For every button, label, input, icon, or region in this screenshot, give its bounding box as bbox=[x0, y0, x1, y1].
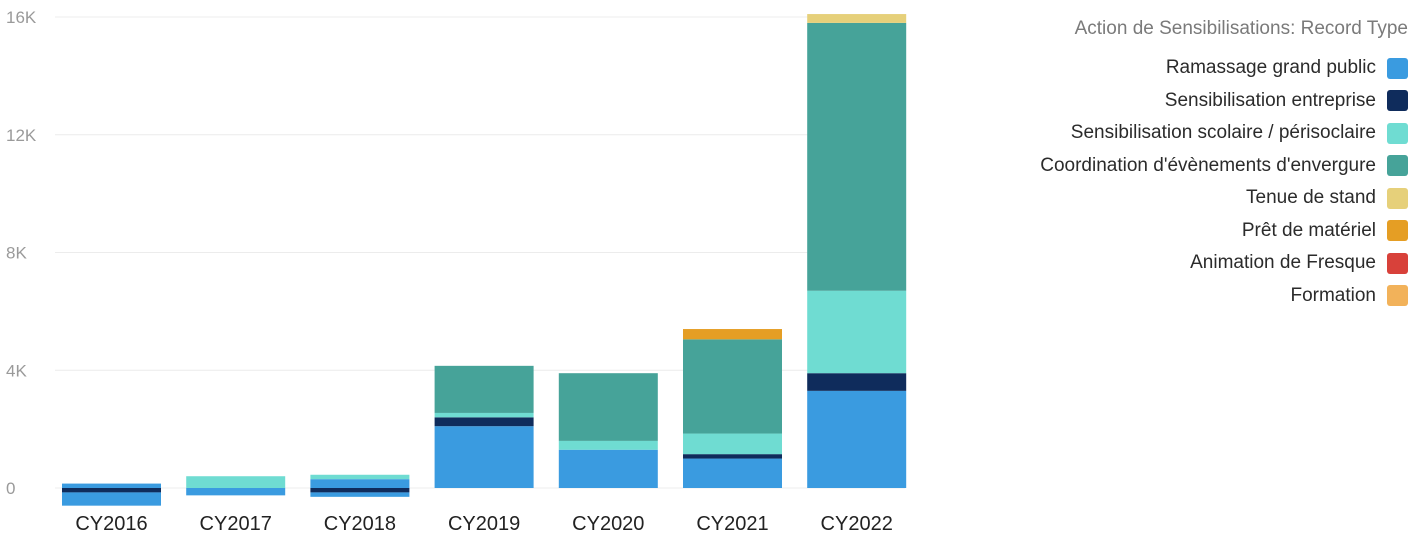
x-tick-label: CY2016 bbox=[75, 513, 147, 535]
bar-segment bbox=[807, 22, 907, 291]
legend-item[interactable]: Sensibilisation scolaire / périsoclaire bbox=[930, 117, 1410, 150]
legend-item[interactable]: Animation de Fresque bbox=[930, 247, 1410, 280]
legend-item[interactable]: Prêt de matériel bbox=[930, 215, 1410, 248]
bar-segment bbox=[434, 365, 534, 413]
bar-segment bbox=[434, 417, 534, 427]
legend-items: Ramassage grand public Sensibilisation en… bbox=[930, 52, 1410, 312]
bar-segment bbox=[310, 474, 410, 480]
legend-item-label: Sensibilisation scolaire / périsoclaire bbox=[1070, 122, 1376, 144]
legend-swatch bbox=[1387, 122, 1408, 144]
y-tick-label: 12K bbox=[6, 126, 37, 145]
x-tick-label: CY2017 bbox=[200, 513, 272, 535]
legend-item[interactable]: Sensibilisation entreprise bbox=[930, 85, 1410, 118]
legend-item-label: Prêt de matériel bbox=[1241, 219, 1376, 241]
y-tick-label: 16K bbox=[6, 8, 37, 27]
legend-item-label: Animation de Fresque bbox=[1190, 252, 1376, 274]
legend-swatch bbox=[1387, 90, 1408, 112]
bar-segment bbox=[62, 483, 161, 488]
x-tick-label: CY2018 bbox=[324, 513, 396, 535]
bar-segment bbox=[807, 373, 907, 391]
legend-item[interactable]: Tenue de stand bbox=[930, 182, 1410, 215]
bar-segment bbox=[558, 449, 658, 488]
y-tick-label: 4K bbox=[6, 361, 27, 380]
bar-segment bbox=[683, 454, 782, 459]
bar-segment bbox=[807, 390, 907, 488]
legend: Action de Sensibilisations: Record Type … bbox=[930, 18, 1410, 312]
legend-swatch bbox=[1387, 187, 1408, 209]
bar-segment bbox=[62, 492, 161, 506]
legend-swatch bbox=[1387, 285, 1408, 307]
legend-swatch bbox=[1387, 57, 1408, 79]
bar-segment bbox=[807, 290, 907, 374]
legend-item-label: Coordination d'évènements d'envergure bbox=[1040, 154, 1376, 176]
bar-segment bbox=[310, 479, 410, 488]
legend-item-label: Formation bbox=[1290, 284, 1376, 306]
bar-segment bbox=[310, 488, 410, 493]
bar-segment bbox=[186, 476, 286, 488]
bar-segment bbox=[62, 488, 161, 493]
legend-item[interactable]: Coordination d'évènements d'envergure bbox=[930, 150, 1410, 183]
legend-item-label: Sensibilisation entreprise bbox=[1164, 89, 1376, 111]
bar-segment bbox=[683, 433, 782, 455]
legend-swatch bbox=[1387, 252, 1408, 274]
bar-segment bbox=[310, 492, 410, 497]
x-tick-label: CY2021 bbox=[696, 513, 768, 535]
legend-swatch bbox=[1387, 220, 1408, 242]
legend-item-label: Ramassage grand public bbox=[1165, 57, 1376, 79]
x-tick-label: CY2022 bbox=[821, 513, 893, 535]
bar-segment bbox=[186, 488, 286, 496]
bar-segment bbox=[807, 14, 907, 23]
legend-item-label: Tenue de stand bbox=[1246, 187, 1376, 209]
plot-area: 0 4K 8K 12K 16K CY2016 CY2017 CY2018 CY2019 CY202… bbox=[6, 8, 907, 535]
legend-swatch bbox=[1387, 155, 1408, 177]
bar-segment bbox=[434, 426, 534, 488]
bar-segment bbox=[683, 339, 782, 434]
bar-segment bbox=[558, 373, 658, 441]
x-tick-label: CY2020 bbox=[572, 513, 644, 535]
bar-segment bbox=[683, 458, 782, 488]
y-tick-label: 0 bbox=[6, 479, 15, 498]
legend-title: Action de Sensibilisations: Record Type bbox=[1074, 18, 1408, 39]
x-tick-label: CY2019 bbox=[448, 513, 520, 535]
bar-segment bbox=[683, 329, 782, 340]
legend-item[interactable]: Formation bbox=[930, 280, 1410, 313]
y-tick-label: 8K bbox=[6, 244, 27, 263]
bar-segment bbox=[558, 440, 658, 450]
bar-segment bbox=[434, 412, 534, 418]
legend-item[interactable]: Ramassage grand public bbox=[930, 52, 1410, 85]
